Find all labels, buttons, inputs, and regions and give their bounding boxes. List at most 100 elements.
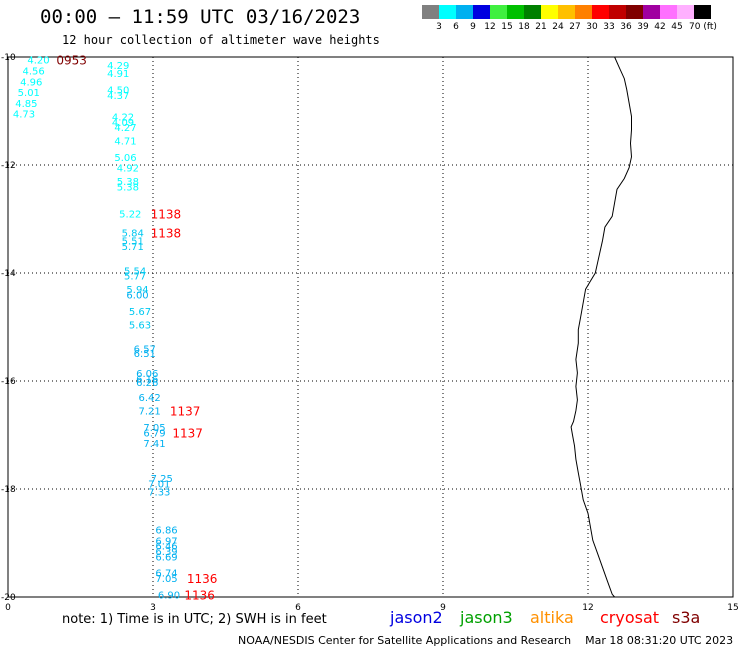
pass-time-label: 1138	[151, 208, 182, 222]
wave-height-label: 5.01	[18, 88, 40, 99]
legend-label: 33	[603, 22, 615, 32]
legend-swatch	[507, 5, 524, 19]
wave-height-label: 7.05	[143, 423, 165, 434]
wave-height-label: 5.63	[129, 320, 151, 331]
legend-label: 15	[501, 22, 513, 32]
x-tick-label: 3	[150, 603, 156, 613]
wave-height-label: 5.06	[114, 153, 136, 164]
wave-height-label: 4.22	[112, 112, 134, 123]
wave-height-label: 5.77	[124, 272, 146, 283]
wave-height-label: 5.67	[129, 307, 151, 318]
wave-height-label: 4.27	[114, 123, 136, 134]
legend-label: 12	[484, 22, 496, 32]
wave-height-label: 4.96	[20, 77, 42, 88]
wave-height-label: 6.97	[155, 536, 177, 547]
wave-height-label: 5.38	[117, 177, 139, 188]
wave-height-label: 5.38	[117, 183, 139, 194]
credit-line: NOAA/NESDIS Center for Satellite Applica…	[238, 634, 734, 647]
wave-height-label: 6.42	[139, 393, 161, 404]
legend-label: 45	[671, 22, 683, 32]
legend-label: 27	[569, 22, 581, 32]
coastline	[570, 56, 633, 598]
wave-height-label: 6.74	[155, 569, 177, 580]
wave-height-label: 4.85	[15, 99, 37, 110]
pass-time-label: 1136	[187, 572, 218, 586]
page-title: 00:00 — 11:59 UTC 03/16/2023	[40, 6, 361, 28]
wave-height-label: 5.54	[124, 266, 146, 277]
wave-height-label: 6.79	[143, 428, 165, 439]
wave-height-label: 4.09	[112, 118, 134, 129]
wave-height-label: 6.06	[136, 369, 158, 380]
legend-label: 24	[552, 22, 564, 32]
y-tick-label: -14	[1, 269, 16, 279]
wave-height-label: 4.56	[23, 67, 45, 78]
x-tick-label: 9	[440, 603, 446, 613]
wave-height-label: 7.25	[151, 474, 173, 485]
wave-height-label: 6.86	[155, 526, 177, 537]
wave-height-label: 6.69	[155, 553, 177, 564]
wave-height-label: 6.16	[136, 374, 158, 385]
pass-time-label: 1136	[184, 588, 215, 602]
satellite-label-altika: altika	[530, 608, 574, 627]
wave-height-label: 6.57	[134, 345, 156, 356]
y-tick-label: -10	[1, 53, 16, 63]
wave-height-label: 7.01	[148, 480, 170, 491]
legend-swatch	[439, 5, 456, 19]
wave-height-label: 4.73	[13, 110, 35, 121]
legend-label: 36	[620, 22, 632, 32]
legend-label: 6	[453, 22, 459, 32]
satellite-label-jason2: jason2	[390, 608, 443, 627]
wave-height-label: 6.46	[155, 542, 177, 553]
legend-swatch	[575, 5, 592, 19]
wave-height-label: 5.71	[122, 242, 144, 253]
wave-height-label: 7.41	[143, 439, 165, 450]
legend-label: 70 (ft)	[689, 22, 717, 32]
x-tick-label: 6	[295, 603, 301, 613]
satellite-label-cryosat: cryosat	[600, 608, 660, 627]
legend-swatch	[592, 5, 609, 19]
wave-height-label: 6.51	[134, 349, 156, 360]
wave-height-label: 5.22	[119, 210, 141, 221]
legend-swatch	[660, 5, 677, 19]
legend-label: 21	[535, 22, 547, 32]
map-frame	[7, 56, 734, 598]
y-tick-label: -20	[1, 593, 16, 603]
wave-height-label: 7.05	[155, 574, 177, 585]
wave-height-label: 6.39	[155, 547, 177, 558]
wave-height-label: 5.94	[126, 285, 148, 296]
legend-swatch	[558, 5, 575, 19]
wave-height-label: 5.51	[122, 237, 144, 248]
legend-label: 30	[586, 22, 598, 32]
legend-swatch	[473, 5, 490, 19]
legend-swatch	[456, 5, 473, 19]
y-tick-label: -16	[1, 377, 16, 387]
wave-height-label: 6.26	[136, 378, 158, 389]
wave-height-label: 6.90	[158, 590, 180, 601]
legend-label: 39	[637, 22, 649, 32]
pass-time-label: 1137	[170, 405, 201, 419]
wave-height-label: 7.21	[139, 407, 161, 418]
legend-swatch	[643, 5, 660, 19]
legend-swatch	[524, 5, 541, 19]
wave-height-label: 4.29	[107, 61, 129, 72]
y-tick-label: -18	[1, 485, 16, 495]
legend-swatch	[677, 5, 694, 19]
x-tick-label: 0	[5, 603, 11, 613]
wave-height-label: 4.50	[107, 85, 129, 96]
wave-height-label: 5.84	[122, 229, 144, 240]
pass-time-label: 1138	[151, 227, 182, 241]
wave-height-label: 4.20	[27, 56, 49, 67]
legend-swatch	[422, 5, 439, 19]
legend-swatch	[626, 5, 643, 19]
legend-swatch	[609, 5, 626, 19]
wave-height-label: 7.33	[148, 488, 170, 499]
y-tick-label: -12	[1, 161, 16, 171]
legend-label: 42	[654, 22, 666, 32]
wave-height-label: 4.37	[107, 91, 129, 102]
wave-height-label: 4.92	[117, 164, 139, 175]
pass-time-label: 0953	[56, 54, 87, 68]
wave-height-label: 6.00	[126, 291, 148, 302]
satellite-label-s3a: s3a	[672, 608, 701, 627]
satellite-label-jason3: jason3	[460, 608, 513, 627]
